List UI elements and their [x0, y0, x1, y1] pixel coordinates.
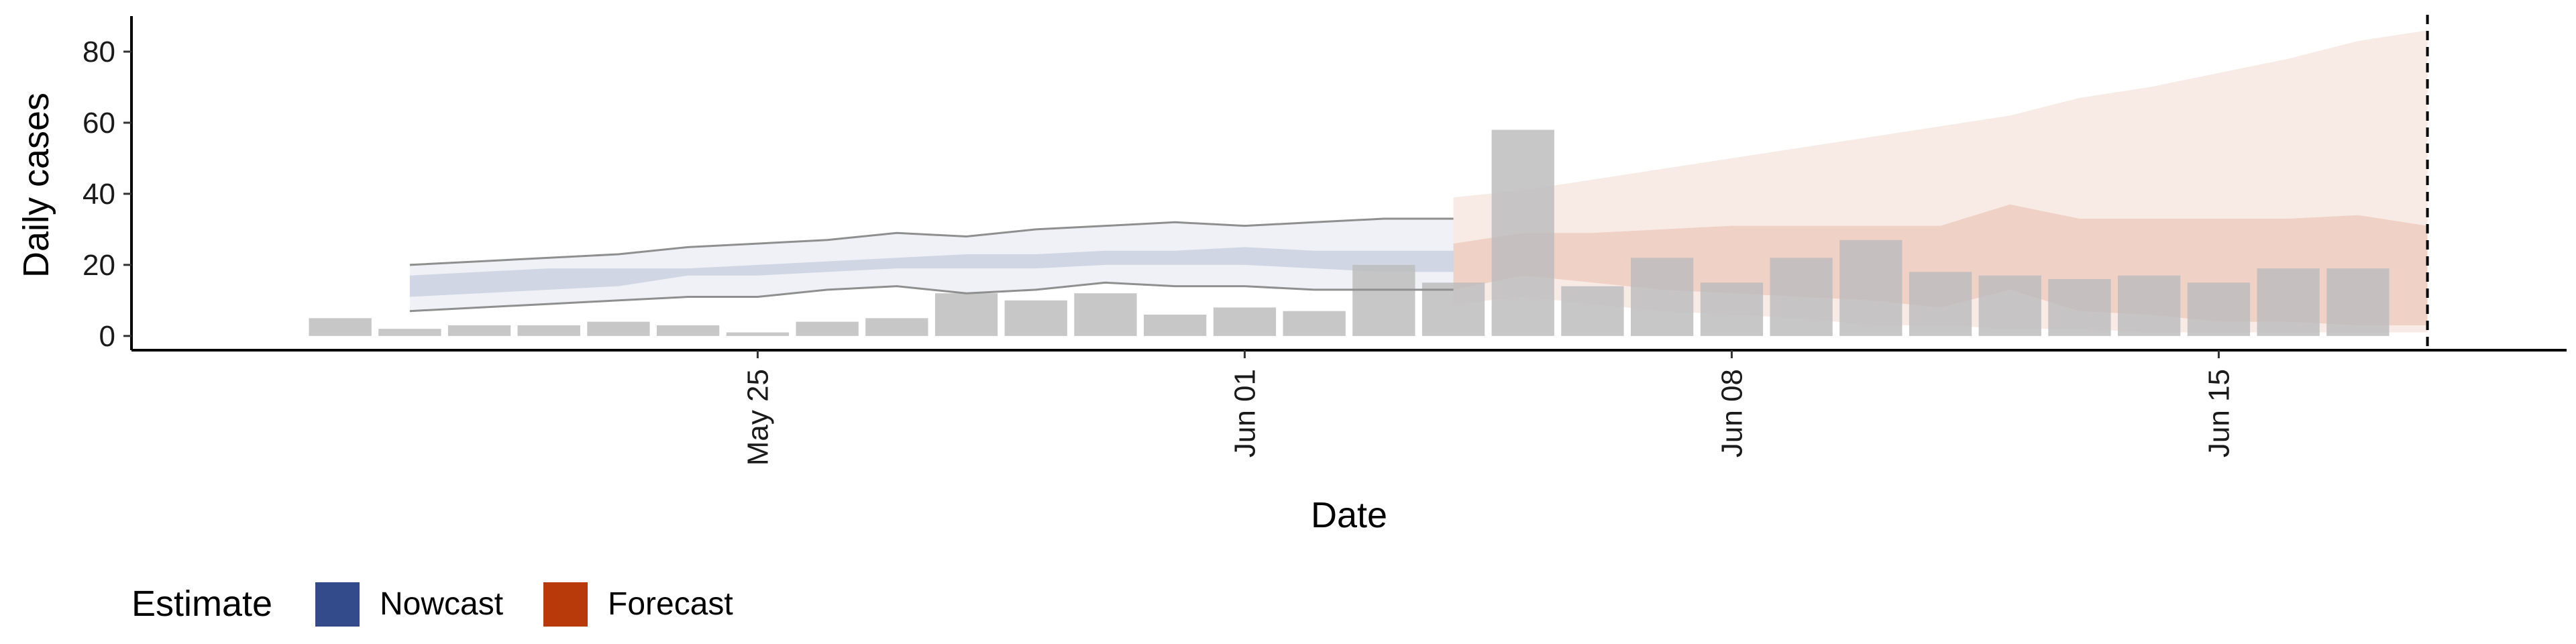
observed-bar	[1839, 239, 1902, 336]
observed-bars	[309, 129, 2390, 336]
legend-forecast-label: Forecast	[608, 586, 733, 622]
observed-bar	[2048, 279, 2111, 336]
observed-bar	[2257, 268, 2320, 336]
y-tick-label: 80	[83, 36, 115, 68]
x-tick-label: May 25	[741, 369, 774, 466]
observed-bar	[1561, 286, 1624, 336]
y-axis-title: Daily cases	[16, 93, 56, 278]
observed-bar	[2187, 282, 2251, 336]
nowcast-lower-line	[409, 281, 1454, 313]
y-tick-label: 60	[83, 107, 115, 140]
nowcast-90-band	[409, 219, 1454, 311]
observed-bar	[934, 293, 998, 336]
observed-bar	[1004, 300, 1067, 336]
observed-bar	[1631, 258, 1694, 336]
axes	[130, 16, 2567, 352]
y-tick-label: 0	[99, 320, 115, 353]
observed-bar	[796, 321, 859, 336]
nowcast-upper-line	[409, 217, 1454, 266]
observed-bar	[1491, 129, 1554, 336]
legend-nowcast-label: Nowcast	[380, 586, 503, 622]
y-tick-label: 40	[83, 178, 115, 211]
x-tick-label: Jun 15	[2202, 369, 2235, 458]
observed-bar	[1074, 293, 1137, 336]
legend-nowcast-swatch	[315, 582, 360, 627]
x-tick-label: Jun 01	[1228, 369, 1261, 458]
observed-bar	[587, 321, 650, 336]
x-axis-title: Date	[1311, 495, 1387, 535]
nowcast-outline-lines	[409, 217, 1454, 313]
observed-bar	[1213, 307, 1277, 336]
observed-bar	[309, 318, 372, 336]
observed-bar	[2326, 268, 2390, 336]
observed-bar	[1352, 264, 1415, 336]
observed-bar	[1909, 272, 1972, 336]
forecast-50-band	[1453, 204, 2428, 325]
observed-bar	[726, 332, 790, 336]
forecast-90-band	[1453, 30, 2428, 333]
legend: Estimate Nowcast Forecast	[131, 582, 733, 627]
observed-bar	[1770, 258, 1833, 336]
observed-bar	[378, 329, 441, 336]
nowcast-50-band	[409, 247, 1454, 297]
observed-bar	[1283, 311, 1346, 336]
observed-bar	[517, 325, 580, 336]
y-tick-label: 20	[83, 249, 115, 282]
observed-bar	[1700, 282, 1764, 336]
x-axis-ticks: May 25 Jun 01 Jun 08 Jun 15	[741, 350, 2235, 466]
legend-title: Estimate	[131, 584, 272, 624]
x-tick-label: Jun 08	[1715, 369, 1748, 458]
observed-bar	[865, 318, 928, 336]
estimate-bands	[409, 30, 2428, 333]
y-axis-ticks: 0 20 40 60 80	[83, 36, 131, 353]
observed-bar	[1978, 275, 2041, 336]
observed-bar	[1144, 315, 1207, 336]
observed-bar	[1421, 282, 1485, 336]
observed-bar	[657, 325, 720, 336]
observed-bar	[447, 325, 511, 336]
observed-bar	[2118, 275, 2181, 336]
legend-forecast-swatch	[543, 582, 588, 627]
